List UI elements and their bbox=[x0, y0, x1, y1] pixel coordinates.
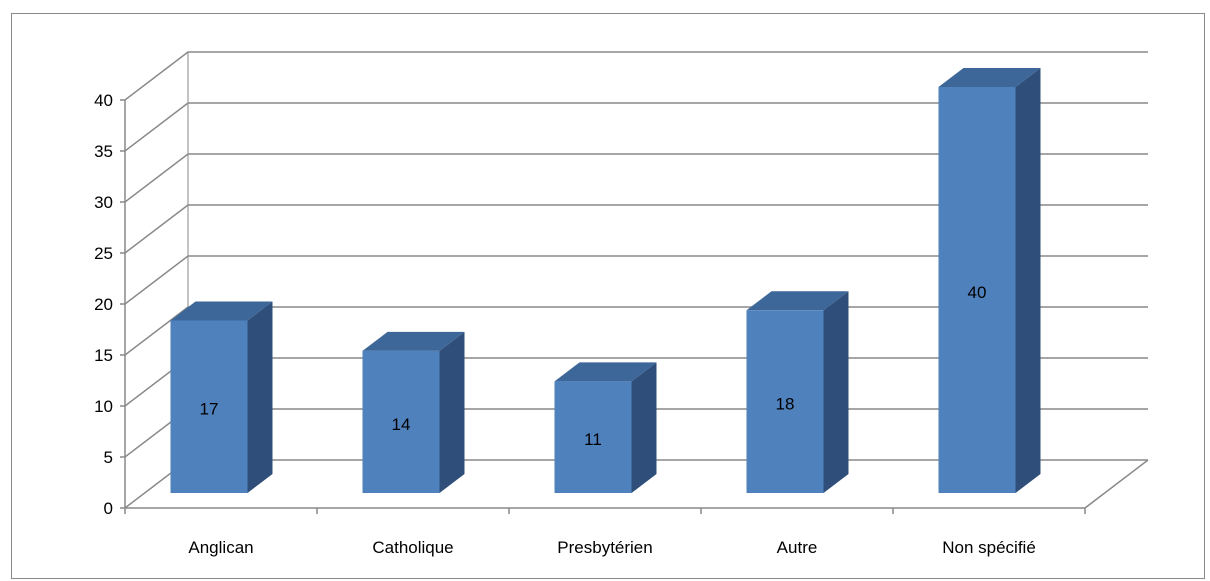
bar-top-face bbox=[746, 291, 849, 311]
bar-2 bbox=[554, 362, 657, 493]
y-tick-label: 35 bbox=[94, 142, 113, 161]
y-tick-label: 20 bbox=[94, 295, 113, 314]
x-tick-label: Anglican bbox=[188, 538, 253, 557]
data-label: 17 bbox=[200, 400, 219, 419]
bar-front-face bbox=[170, 320, 248, 493]
floor-edge bbox=[1084, 459, 1149, 509]
x-tick-label: Catholique bbox=[372, 538, 453, 557]
bar-top-face bbox=[362, 331, 465, 351]
bar-top-face bbox=[554, 362, 657, 382]
data-labels: 17 14 11 18 40 bbox=[200, 283, 987, 449]
bar-front-face bbox=[746, 310, 824, 493]
x-axis-category-labels: Anglican Catholique Presbytérien Autre Non s… bbox=[188, 538, 1035, 557]
y-tick-label: 25 bbox=[94, 244, 113, 263]
bar-front-face bbox=[362, 350, 440, 493]
y-tick-label: 15 bbox=[94, 346, 113, 365]
bar-3 bbox=[746, 291, 849, 493]
bar-top-face bbox=[170, 301, 273, 321]
y-tick-label: 30 bbox=[94, 193, 113, 212]
x-tick-label: Non spécifié bbox=[942, 538, 1036, 557]
bar-side-face bbox=[631, 362, 657, 493]
bar-top-face bbox=[938, 68, 1041, 87]
y-tick-label: 0 bbox=[104, 499, 113, 518]
bar-0 bbox=[170, 301, 273, 493]
bar-side-face bbox=[247, 301, 273, 493]
data-label: 11 bbox=[584, 430, 602, 449]
y-tick-label: 40 bbox=[94, 91, 113, 110]
y-tick-label: 10 bbox=[94, 397, 113, 416]
data-label: 40 bbox=[968, 283, 987, 302]
bar-side-face bbox=[823, 291, 849, 493]
bar-1 bbox=[362, 331, 465, 493]
bar-side-face bbox=[1015, 68, 1041, 493]
x-tick-label: Presbytérien bbox=[557, 538, 652, 557]
y-axis-tick-labels: 0 5 10 15 20 25 30 35 40 bbox=[94, 91, 113, 518]
bar-front-face bbox=[938, 87, 1016, 493]
y-tick-label: 5 bbox=[104, 448, 113, 467]
data-label: 18 bbox=[776, 395, 795, 414]
axes bbox=[120, 99, 1086, 514]
bar-4 bbox=[938, 68, 1041, 493]
bar-front-face bbox=[554, 381, 632, 493]
bars bbox=[170, 68, 1041, 493]
data-label: 14 bbox=[392, 415, 411, 434]
x-tick-label: Autre bbox=[777, 538, 818, 557]
bar-side-face bbox=[439, 331, 465, 493]
